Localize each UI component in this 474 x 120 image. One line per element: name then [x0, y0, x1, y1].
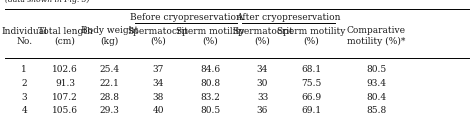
Text: Comparative
motility (%)*: Comparative motility (%)* — [347, 27, 406, 46]
Text: Sperm motility
(%): Sperm motility (%) — [176, 27, 245, 46]
Text: Total length
(cm): Total length (cm) — [38, 27, 92, 46]
Text: 36: 36 — [257, 106, 268, 115]
Text: 2: 2 — [21, 79, 27, 88]
Text: 91.3: 91.3 — [55, 79, 75, 88]
Text: Individual
No.: Individual No. — [1, 27, 47, 46]
Text: 80.5: 80.5 — [201, 106, 221, 115]
Text: 40: 40 — [152, 106, 164, 115]
Text: 37: 37 — [152, 65, 164, 74]
Text: 28.8: 28.8 — [99, 93, 119, 102]
Text: 29.3: 29.3 — [100, 106, 119, 115]
Text: 25.4: 25.4 — [99, 65, 119, 74]
Text: 30: 30 — [257, 79, 268, 88]
Text: 3: 3 — [21, 93, 27, 102]
Text: 105.6: 105.6 — [52, 106, 78, 115]
Text: 93.4: 93.4 — [366, 79, 386, 88]
Text: 84.6: 84.6 — [201, 65, 220, 74]
Text: 107.2: 107.2 — [52, 93, 78, 102]
Text: 69.1: 69.1 — [301, 106, 321, 115]
Text: Spermatocrit
(%): Spermatocrit (%) — [128, 27, 189, 46]
Text: 4: 4 — [21, 106, 27, 115]
Text: Sperm motility
(%): Sperm motility (%) — [277, 27, 346, 46]
Text: 68.1: 68.1 — [301, 65, 321, 74]
Text: 22.1: 22.1 — [100, 79, 119, 88]
Text: 66.9: 66.9 — [301, 93, 321, 102]
Text: (data shown in Fig. 3): (data shown in Fig. 3) — [5, 0, 89, 4]
Text: 38: 38 — [152, 93, 164, 102]
Text: 33: 33 — [257, 93, 268, 102]
Text: 80.5: 80.5 — [366, 65, 386, 74]
Text: 80.4: 80.4 — [366, 93, 386, 102]
Text: Spermatocrit
(%): Spermatocrit (%) — [232, 27, 293, 46]
Text: 34: 34 — [152, 79, 164, 88]
Text: 102.6: 102.6 — [52, 65, 78, 74]
Text: 1: 1 — [21, 65, 27, 74]
Text: 85.8: 85.8 — [366, 106, 386, 115]
Text: Before cryopreservation: Before cryopreservation — [130, 13, 242, 22]
Text: 34: 34 — [257, 65, 268, 74]
Text: 80.8: 80.8 — [201, 79, 220, 88]
Text: 83.2: 83.2 — [201, 93, 220, 102]
Text: 75.5: 75.5 — [301, 79, 321, 88]
Text: After cryopreservation: After cryopreservation — [236, 13, 340, 22]
Text: Body weight
(kg): Body weight (kg) — [81, 27, 138, 46]
